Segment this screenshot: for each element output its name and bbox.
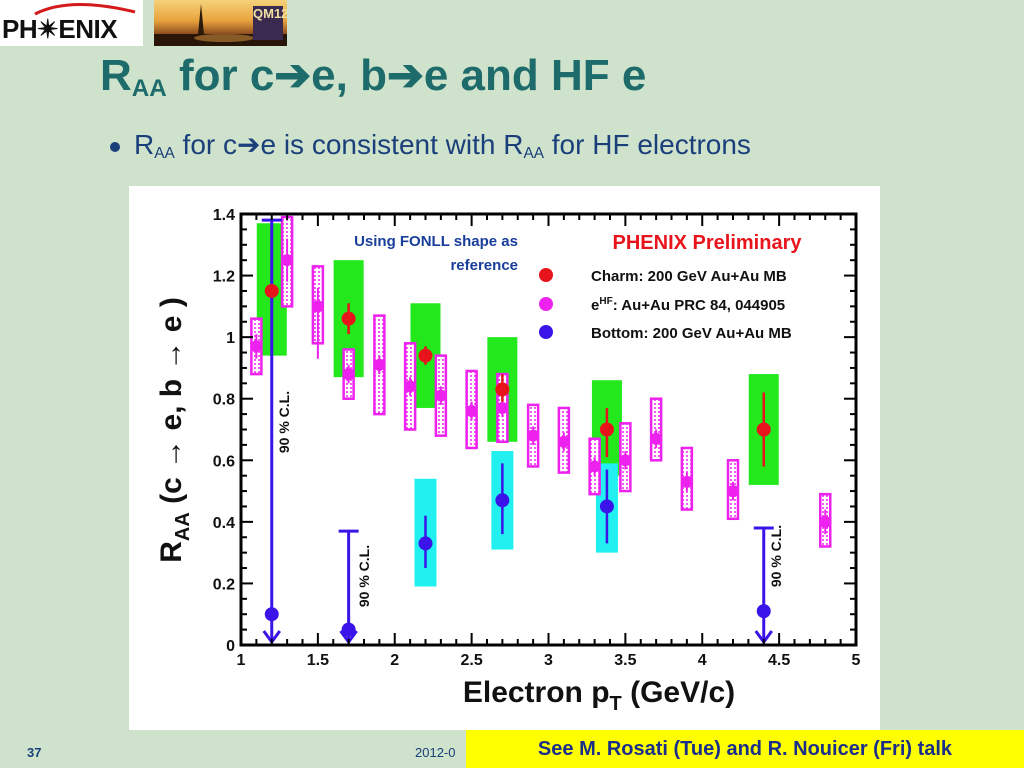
bottom-point xyxy=(264,607,279,622)
hf-point xyxy=(557,435,570,448)
hf-point xyxy=(373,358,386,371)
phenix-logo: PH✴ENIX xyxy=(0,0,143,46)
y-tick-label: 1.2 xyxy=(213,269,235,286)
x-tick-label: 2.5 xyxy=(461,652,483,669)
cl-label-2: 90 % C.L. xyxy=(356,545,372,607)
y-tick-label: 0 xyxy=(226,638,235,655)
slide-title: RAA for c➔e, b➔e and HF e xyxy=(100,51,647,103)
legend-label-bottom: Bottom: 200 GeV Au+Au MB xyxy=(591,325,792,342)
hf-point xyxy=(404,380,417,393)
legend: Charm: 200 GeV Au+Au MB eHF: Au+Au PRC 8… xyxy=(539,268,792,342)
legend-marker-charm xyxy=(539,268,553,282)
legend-label-charm: Charm: 200 GeV Au+Au MB xyxy=(591,268,787,285)
bottom-point xyxy=(418,536,433,551)
y-tick-label: 1.4 xyxy=(213,207,235,224)
bullet-point: RAA for c➔e is consistent with RAA for H… xyxy=(110,128,751,163)
hf-point xyxy=(527,429,540,442)
x-tick-label: 3 xyxy=(544,652,553,669)
x-tick-label: 4 xyxy=(698,652,707,669)
hf-point xyxy=(434,389,447,402)
bottom-point xyxy=(495,493,510,508)
charm-point xyxy=(756,422,771,437)
chart-title: PHENIX Preliminary xyxy=(613,232,803,254)
hf-point xyxy=(465,405,478,418)
x-tick-label: 3.5 xyxy=(614,652,636,669)
legend-marker-hf xyxy=(539,297,553,311)
charm-point xyxy=(418,348,433,363)
hf-point xyxy=(250,340,263,353)
slide-number: 37 xyxy=(27,745,42,760)
talk-reference-note: See M. Rosati (Tue) and R. Nouicer (Fri)… xyxy=(466,730,1024,768)
hf-point xyxy=(650,432,663,445)
x-tick-label: 1 xyxy=(237,652,246,669)
hf-point xyxy=(680,475,693,488)
bottom-point xyxy=(599,499,614,514)
hf-point xyxy=(588,460,601,473)
x-tick-label: 5 xyxy=(852,652,861,669)
legend-label-hf: eHF: Au+Au PRC 84, 044905 xyxy=(591,296,785,314)
bullet-dot-icon xyxy=(110,141,120,152)
charm-point xyxy=(264,283,279,298)
hf-point xyxy=(342,368,355,381)
annotation-line-2: reference xyxy=(450,257,518,274)
logo-text: PH✴ENIX xyxy=(2,14,118,44)
conference-photo: QM12 xyxy=(154,0,287,46)
cl-label-1: 90 % C.L. xyxy=(276,391,292,453)
hf-point xyxy=(619,454,632,467)
raa-chart: 1 1.5 2 2.5 3 3.5 4 4.5 5 0 0.2 0.4 0.6 0.8 1 1.2 1.4 El… xyxy=(155,207,861,715)
footer-date: 2012-0 xyxy=(415,745,456,760)
legend-marker-bottom xyxy=(539,325,553,339)
y-tick-label: 1 xyxy=(226,330,235,347)
raa-figure: 1 1.5 2 2.5 3 3.5 4 4.5 5 0 0.2 0.4 0.6 0.8 1 1.2 1.4 El… xyxy=(129,186,880,730)
y-tick-label: 0.4 xyxy=(213,515,235,532)
y-axis-label: RAA (c → e, b → e ) xyxy=(155,297,194,563)
hf-point xyxy=(819,515,832,528)
charm-point xyxy=(341,311,356,326)
charm-point xyxy=(599,422,614,437)
x-tick-label: 2 xyxy=(390,652,399,669)
hf-point xyxy=(311,300,324,313)
x-tick-label: 4.5 xyxy=(768,652,790,669)
bottom-point xyxy=(756,604,771,619)
qm12-badge: QM12 xyxy=(253,6,287,40)
y-tick-label: 0.2 xyxy=(213,576,235,593)
y-tick-label: 0.6 xyxy=(213,453,235,470)
x-tick-label: 1.5 xyxy=(307,652,329,669)
bottom-point xyxy=(341,622,356,637)
cl-label-3: 90 % C.L. xyxy=(768,525,784,587)
y-tick-label: 0.8 xyxy=(213,392,235,409)
hf-point xyxy=(496,401,509,414)
x-axis-label: Electron pT (GeV/c) xyxy=(463,676,735,715)
logo-swoosh-icon xyxy=(34,2,136,16)
annotation-line-1: Using FONLL shape as xyxy=(354,233,518,250)
hf-point xyxy=(281,254,294,267)
charm-point xyxy=(495,382,510,397)
hf-point xyxy=(727,485,739,498)
